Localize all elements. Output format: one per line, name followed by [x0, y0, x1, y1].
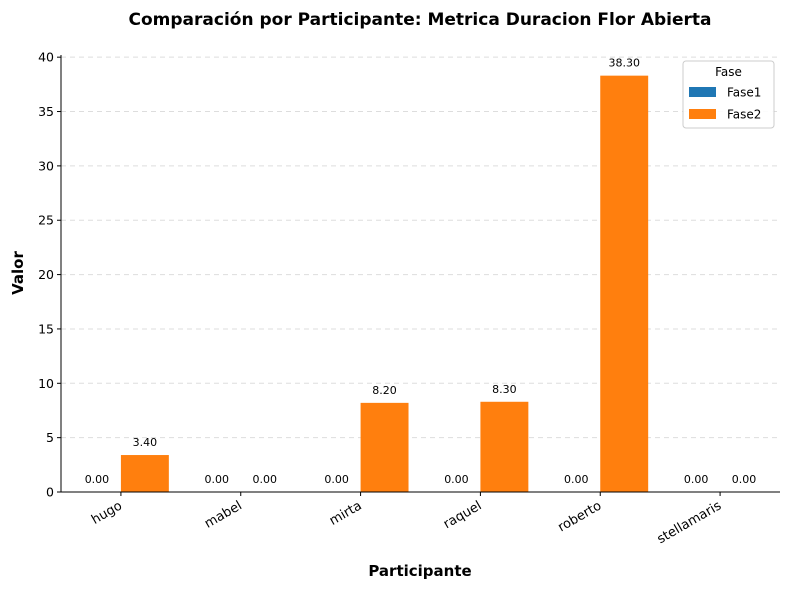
- x-axis-title: Participante: [368, 562, 471, 580]
- y-tick-label: 15: [38, 321, 54, 336]
- bar-value-label: 0.00: [324, 473, 349, 486]
- y-tick-label: 5: [46, 430, 54, 445]
- bar-value-label: 0.00: [732, 473, 757, 486]
- x-tick-label: mirta: [327, 498, 365, 528]
- bar-value-label: 0.00: [684, 473, 709, 486]
- y-tick-label: 40: [38, 50, 54, 65]
- bar-fase2-mirta: [360, 402, 409, 492]
- bar-value-label: 0.00: [252, 473, 277, 486]
- y-tick-label: 30: [38, 158, 54, 173]
- bar-value-label: 0.00: [444, 473, 469, 486]
- y-tick-label: 0: [46, 485, 54, 500]
- y-tick-label: 10: [38, 376, 54, 391]
- bars: [120, 75, 649, 492]
- bar-fase2-hugo: [120, 455, 169, 492]
- bar-value-label: 3.40: [133, 436, 158, 449]
- y-tick-label: 25: [38, 213, 54, 228]
- bar-value-label: 8.20: [372, 384, 397, 397]
- x-tick-label: hugo: [89, 498, 125, 527]
- bar-value-label: 0.00: [85, 473, 110, 486]
- legend-swatch-fase2: [689, 109, 716, 119]
- grid: [61, 56, 780, 439]
- x-tick-label: roberto: [555, 498, 604, 535]
- legend: Fase Fase1 Fase2: [682, 60, 775, 129]
- x-ticks: hugo mabel mirta raquel roberto stellamaris: [89, 492, 724, 547]
- bar-fase2-roberto: [600, 75, 649, 492]
- y-tick-label: 35: [38, 104, 54, 119]
- bar-value-label: 38.30: [608, 57, 640, 70]
- legend-label-fase2: Fase2: [727, 108, 761, 122]
- bar-value-label: 0.00: [205, 473, 230, 486]
- legend-label-fase1: Fase1: [727, 86, 761, 100]
- y-axis-title: Valor: [9, 251, 27, 295]
- legend-title: Fase: [715, 65, 742, 79]
- x-tick-label: raquel: [441, 498, 484, 532]
- bar-value-label: 0.00: [564, 473, 589, 486]
- chart-title: Comparación por Participante: Metrica Du…: [129, 10, 712, 30]
- bar-value-label: 8.30: [492, 383, 517, 396]
- legend-swatch-fase1: [689, 87, 716, 97]
- x-tick-label: stellamaris: [655, 498, 725, 547]
- x-tick-label: mabel: [202, 498, 245, 531]
- bar-labels: 0.00 0.00 0.00 0.00 0.00 0.00 3.40 0.00 8.20 8.30…: [85, 57, 757, 486]
- bar-fase2-raquel: [480, 401, 529, 492]
- y-tick-label: 20: [38, 267, 54, 282]
- y-ticks: 0 5 10 15 20 25 30 35 40: [38, 50, 61, 500]
